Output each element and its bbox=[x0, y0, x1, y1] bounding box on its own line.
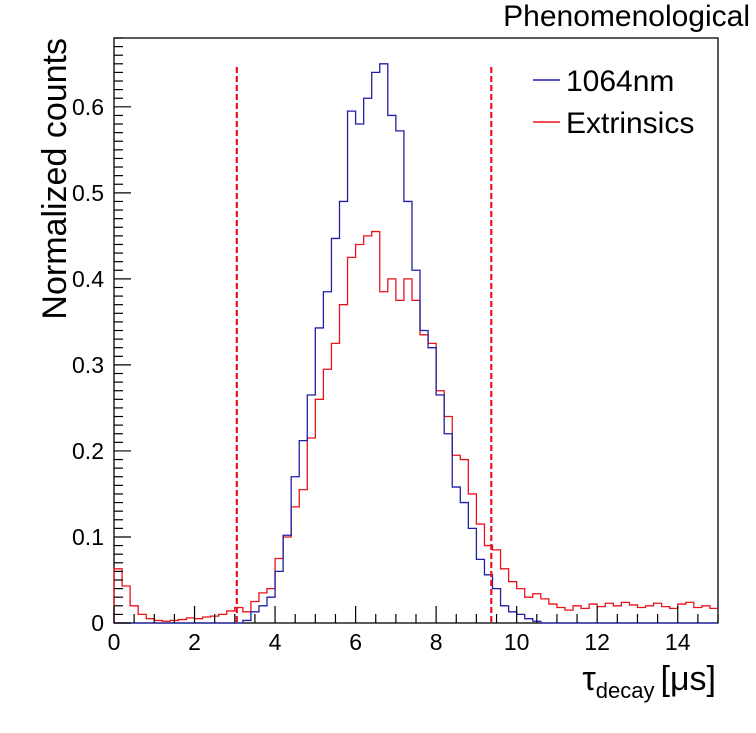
y-tick-label: 0.5 bbox=[72, 180, 104, 206]
legend-label-1064nm: 1064nm bbox=[566, 65, 674, 98]
y-tick-label: 0.4 bbox=[72, 266, 104, 292]
x-tick-label: 4 bbox=[269, 629, 282, 655]
y-tick-label: 0.6 bbox=[72, 94, 104, 120]
x-tick-label: 10 bbox=[504, 629, 530, 655]
chart-title: Phenomenological bbox=[503, 0, 750, 33]
y-tick-label: 0.3 bbox=[72, 352, 104, 378]
axis-ticks bbox=[113, 37, 719, 624]
x-tick-label: 6 bbox=[349, 629, 362, 655]
x-axis-label: τdecay [μs] bbox=[582, 660, 716, 703]
x-tick-label: 14 bbox=[665, 629, 691, 655]
y-tick-label: 0.2 bbox=[72, 438, 104, 464]
x-tick-label: 8 bbox=[430, 629, 443, 655]
legend: 1064nm Extrinsics bbox=[533, 65, 694, 140]
legend-label-extrinsics: Extrinsics bbox=[566, 107, 694, 140]
y-tick-label: 0 bbox=[91, 610, 104, 636]
cut-lines bbox=[235, 67, 493, 623]
x-axis-subscript: decay bbox=[596, 678, 655, 703]
y-tick-label: 0.1 bbox=[72, 524, 104, 550]
x-tick-label: 12 bbox=[584, 629, 610, 655]
x-tick-label: 0 bbox=[108, 629, 121, 655]
x-axis-symbol: τ bbox=[582, 660, 596, 698]
tick-labels: 0 2 4 6 8 10 12 14 0 0.1 0.2 0.3 0.4 0.5 0.6 bbox=[72, 94, 691, 655]
series-1064nm-line bbox=[114, 63, 718, 624]
series-extrinsics-line bbox=[113, 230, 718, 623]
y-axis-label: Normalized counts bbox=[36, 38, 74, 320]
x-axis-units: [μs] bbox=[661, 660, 716, 698]
series-layer bbox=[113, 63, 718, 624]
x-tick-label: 2 bbox=[188, 629, 201, 655]
